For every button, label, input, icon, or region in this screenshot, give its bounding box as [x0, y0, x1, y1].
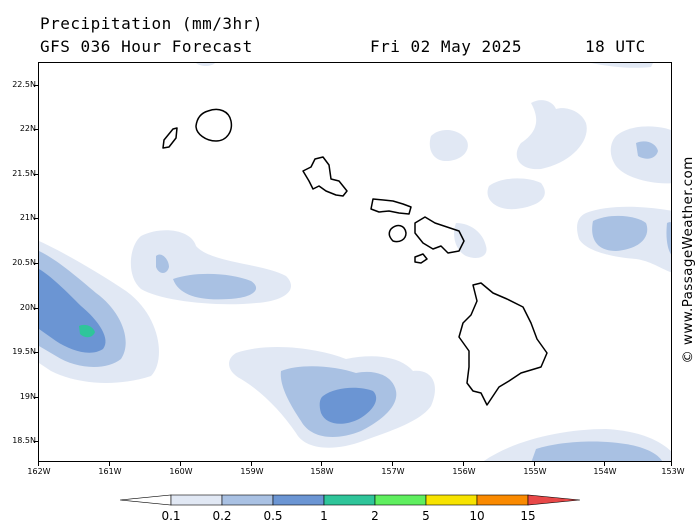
lat-label: 20N: [19, 303, 36, 312]
legend-label: 0.2: [212, 509, 232, 523]
lat-label: 21N: [19, 213, 36, 222]
lon-label: 154W: [593, 467, 617, 476]
precip-intense-layer: [79, 324, 95, 338]
precip-area: [592, 215, 648, 251]
precip-area: [487, 178, 545, 210]
lat-label: 19N: [19, 392, 36, 401]
legend-label: 0.1: [161, 509, 181, 523]
legend-swatch-2: [221, 494, 274, 506]
precip-area: [591, 63, 653, 68]
lon-tick: [251, 462, 252, 466]
lat-label: 22.5N: [12, 80, 36, 89]
forecast-date: Fri 02 May 2025: [370, 37, 522, 56]
precip-area: [319, 387, 377, 424]
precip-light-layer: [39, 63, 671, 461]
legend-label: 2: [371, 509, 379, 523]
lon-label: 155W: [523, 467, 547, 476]
precip-area: [516, 100, 587, 170]
lon-tick: [109, 462, 110, 466]
island-lanai: [388, 224, 407, 243]
island-hawaii: [458, 282, 548, 406]
island-molokai: [370, 198, 412, 215]
lon-tick: [671, 462, 672, 466]
island-niihau: [162, 127, 178, 149]
legend-swatch-4: [323, 494, 376, 506]
lat-tick: [34, 308, 38, 309]
lat-tick: [34, 441, 38, 442]
island-kauai: [195, 108, 233, 142]
lat-tick: [34, 85, 38, 86]
lon-tick: [534, 462, 535, 466]
precipitation-map: [38, 62, 672, 462]
lon-tick: [392, 462, 393, 466]
lat-tick: [34, 263, 38, 264]
lon-tick: [604, 462, 605, 466]
lon-tick: [38, 462, 39, 466]
legend-swatch-6: [425, 494, 478, 506]
precip-area: [173, 273, 257, 300]
lat-tick: [34, 397, 38, 398]
precip-area: [429, 129, 468, 161]
lon-label: 160W: [169, 467, 193, 476]
coastlines: [162, 108, 548, 406]
island-oahu: [302, 156, 348, 197]
precip-area: [666, 222, 671, 255]
legend-swatch-1: [170, 494, 223, 506]
legend-swatch-0: [119, 494, 172, 506]
lat-tick: [34, 129, 38, 130]
precip-area: [156, 254, 169, 273]
lon-label: 161W: [98, 467, 122, 476]
forecast-time: 18 UTC: [585, 37, 646, 56]
lat-label: 22N: [19, 124, 36, 133]
legend-label: 10: [469, 509, 485, 523]
lat-label: 21.5N: [12, 169, 36, 178]
lon-label: 156W: [452, 467, 476, 476]
precip-area: [531, 441, 663, 461]
lon-label: 153W: [661, 467, 685, 476]
lat-tick: [34, 174, 38, 175]
legend-label: 1: [320, 509, 328, 523]
lon-tick: [180, 462, 181, 466]
lon-label: 159W: [240, 467, 264, 476]
precip-area: [454, 223, 487, 258]
precip-area: [79, 324, 95, 338]
legend-swatch-8: [527, 494, 581, 506]
island-maui: [414, 216, 465, 254]
legend-swatch-3: [272, 494, 325, 506]
lat-label: 19.5N: [12, 347, 36, 356]
map-canvas: [39, 63, 671, 461]
lon-tick: [321, 462, 322, 466]
island-kahoolawe: [414, 253, 428, 264]
lon-label: 158W: [310, 467, 334, 476]
legend-swatch-5: [374, 494, 427, 506]
lat-tick: [34, 218, 38, 219]
lon-label: 157W: [381, 467, 405, 476]
color-legend: [119, 494, 581, 506]
lon-tick: [463, 462, 464, 466]
legend-label: 15: [520, 509, 536, 523]
legend-label: 5: [422, 509, 430, 523]
lat-label: 20.5N: [12, 258, 36, 267]
lat-tick: [34, 352, 38, 353]
forecast-label: GFS 036 Hour Forecast: [40, 37, 253, 56]
legend-swatch-7: [476, 494, 529, 506]
lon-label: 162W: [27, 467, 51, 476]
legend-label: 0.5: [263, 509, 283, 523]
lat-label: 18.5N: [12, 436, 36, 445]
precip-area: [636, 141, 658, 159]
precip-area: [196, 63, 215, 66]
site-credit: © www.PassageWeather.com: [680, 156, 696, 364]
map-title: Precipitation (mm/3hr): [40, 14, 263, 33]
